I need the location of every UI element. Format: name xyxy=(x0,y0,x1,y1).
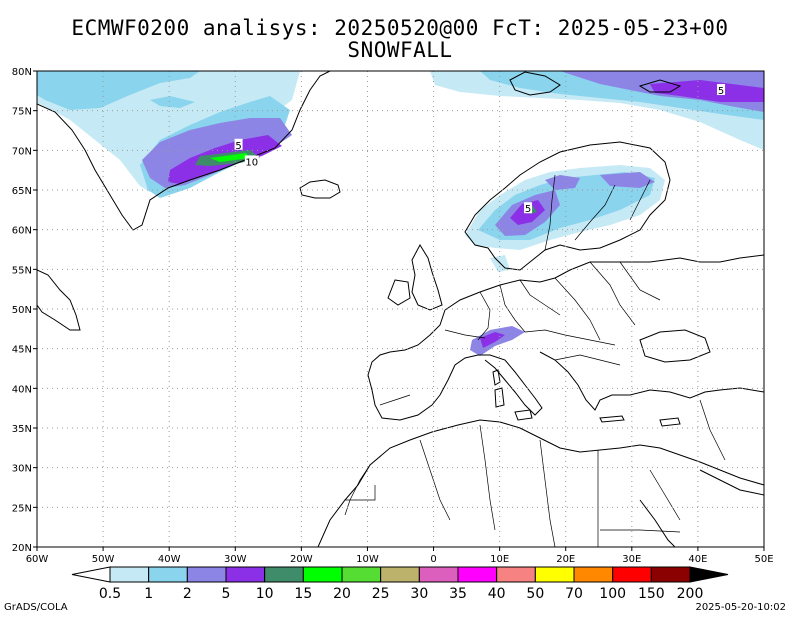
colorbar-cell xyxy=(186,566,227,583)
lon-tick-label: 60W xyxy=(26,554,49,565)
lon-tick-label: 30E xyxy=(622,554,641,565)
lon-tick-label: 50E xyxy=(754,554,773,565)
lon-tick-label: 30W xyxy=(224,554,247,565)
lat-tick-label: 35N xyxy=(12,424,32,435)
colorbar-cell xyxy=(341,566,382,583)
colorbar-label: 50 xyxy=(526,586,544,602)
coastlines xyxy=(37,71,764,547)
contour-label: 10 xyxy=(245,157,258,168)
longitude-axis: 60W 50W 40W 30W 20W 10W 0 10E 20E 30E 40E 50E xyxy=(26,547,774,565)
colorbar-label: 25 xyxy=(372,586,390,602)
lon-tick-label: 20W xyxy=(290,554,313,565)
colorbar-cell xyxy=(264,566,304,583)
lat-tick-label: 55N xyxy=(12,265,32,276)
colorbar-label: 2 xyxy=(183,586,192,602)
colorbar-label: 70 xyxy=(565,586,583,602)
contour-label-bg xyxy=(524,202,533,214)
colorbar-cell xyxy=(148,566,188,583)
lon-tick-label: 0 xyxy=(430,554,436,565)
colorbar-label: 0.5 xyxy=(99,586,121,602)
colorbar-label: 100 xyxy=(599,586,626,602)
map-title: ECMWF0200 analisys: 20250520@00 FcT: 202… xyxy=(71,16,729,40)
lat-tick-label: 70N xyxy=(12,146,32,157)
colorbar-label: 40 xyxy=(488,586,506,602)
colorbar-label: 20 xyxy=(333,586,351,602)
colorbar-cell xyxy=(496,566,536,583)
colorbar-label: 1 xyxy=(144,586,153,602)
lat-lon-grid xyxy=(37,71,764,547)
colorbar-cell xyxy=(380,566,420,583)
contour-label: 5 xyxy=(235,141,241,152)
colorbar-cell xyxy=(534,566,575,583)
lat-tick-label: 80N xyxy=(12,67,32,78)
lat-tick-label: 45N xyxy=(12,345,32,356)
contour-label-bg xyxy=(234,138,243,150)
colorbar-label: 200 xyxy=(677,586,704,602)
lat-tick-label: 25N xyxy=(12,503,32,514)
lat-tick-label: 20N xyxy=(12,543,32,554)
snowfall-field-scandinavia xyxy=(465,165,665,272)
colorbar-cell xyxy=(650,566,691,583)
lon-tick-label: 10W xyxy=(356,554,379,565)
lat-tick-label: 40N xyxy=(12,384,32,395)
colorbar-arrow-low xyxy=(71,566,111,583)
contour-label: 5 xyxy=(718,86,724,97)
latitude-axis: 20N 25N 30N 35N 40N 45N 50N 55N 60N 65N 70N 75N 80N xyxy=(12,67,37,554)
lon-tick-label: 20E xyxy=(556,554,575,565)
lat-tick-label: 30N xyxy=(12,464,32,475)
map-plot-area: 5 10 5 5 xyxy=(37,71,764,547)
contour-label-bg xyxy=(244,155,259,167)
map-subtitle: SNOWFALL xyxy=(347,38,453,62)
lat-tick-label: 75N xyxy=(12,107,32,118)
colorbar-cell xyxy=(302,566,343,583)
snowfall-colorbar: 0.5 1 2 5 10 15 20 25 30 35 40 50 70 100 150 200 xyxy=(71,566,729,602)
colorbar-cell xyxy=(612,566,652,583)
snowfall-field-greenland xyxy=(37,71,300,198)
colorbar-label: 150 xyxy=(638,586,665,602)
colorbar-label: 10 xyxy=(256,586,274,602)
colorbar-arrow-high xyxy=(689,566,729,583)
contour-labels: 5 10 5 5 xyxy=(234,84,726,215)
lat-tick-label: 50N xyxy=(12,305,32,316)
colorbar-cell xyxy=(418,566,459,583)
lat-tick-label: 60N xyxy=(12,226,32,237)
lon-tick-label: 40E xyxy=(688,554,707,565)
lat-tick-label: 65N xyxy=(12,186,32,197)
colorbar-label: 15 xyxy=(294,586,312,602)
lon-tick-label: 10E xyxy=(490,554,509,565)
colorbar-cell xyxy=(573,566,614,583)
contour-label: 5 xyxy=(525,204,531,215)
colorbar-cell xyxy=(109,566,150,583)
colorbar-label: 5 xyxy=(222,586,231,602)
colorbar-label: 30 xyxy=(410,586,428,602)
lon-tick-label: 40W xyxy=(158,554,181,565)
colorbar-label: 35 xyxy=(449,586,467,602)
contour-label-bg xyxy=(717,84,726,96)
country-borders xyxy=(344,174,726,547)
colorbar-cell xyxy=(225,566,266,583)
credit-grads: GrADS/COLA xyxy=(4,602,68,613)
colorbar-cell xyxy=(457,566,498,583)
credit-timestamp: 2025-05-20-10:02 xyxy=(695,602,786,613)
lon-tick-label: 50W xyxy=(92,554,115,565)
